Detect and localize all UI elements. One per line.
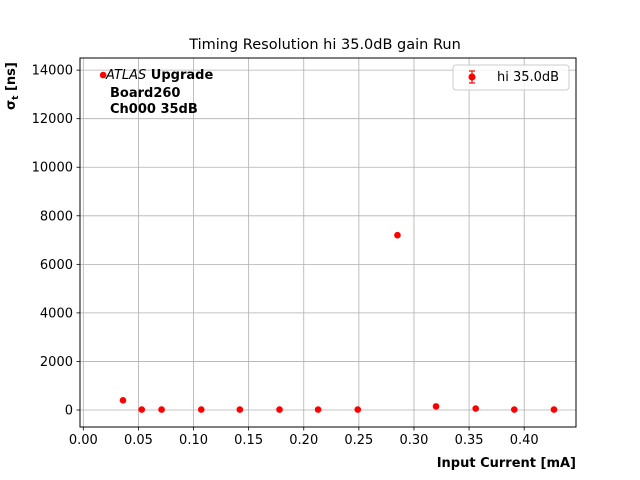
x-tick-label: 0.35: [455, 433, 484, 448]
y-tick-label: 2000: [40, 355, 73, 370]
y-axis-label-main: σ: [4, 100, 19, 110]
data-point: [550, 406, 558, 413]
legend: hi 35.0dB: [452, 64, 570, 91]
y-tick-label: 6000: [40, 258, 73, 273]
chart-title: Timing Resolution hi 35.0dB gain Run: [188, 37, 461, 53]
data-point: [138, 406, 146, 413]
data-point: [236, 406, 244, 413]
grid-lines: [80, 58, 576, 427]
data-point: [510, 406, 518, 413]
x-tick-label: 0.00: [69, 433, 98, 448]
y-axis-ticks: 0 2000 4000 6000 8000 10000 12000 14000: [32, 64, 80, 419]
y-axis-label-unit: [ns]: [4, 62, 19, 95]
data-point: [158, 406, 165, 413]
data-point: [99, 71, 107, 79]
x-axis-ticks: 0.00 0.05 0.10 0.15 0.20 0.25 0.30 0.35 0.40: [69, 427, 539, 448]
x-tick-label: 0.15: [234, 433, 263, 448]
plot-frame: [79, 57, 577, 428]
data-point: [472, 405, 479, 412]
y-tick-label: 12000: [32, 112, 73, 127]
annotation: ATLAS Upgrade Board260 Ch000 35dB: [105, 68, 213, 117]
y-tick-label: 0: [65, 404, 73, 419]
legend-label: hi 35.0dB: [497, 70, 559, 85]
data-point: [119, 396, 127, 404]
x-tick-label: 0.10: [179, 433, 208, 448]
x-tick-label: 0.20: [289, 433, 318, 448]
x-tick-label: 0.40: [510, 433, 539, 448]
legend-box: [452, 64, 570, 91]
annotation-line2: Board260: [110, 86, 180, 101]
annotation-line3: Ch000 35dB: [110, 102, 198, 117]
x-tick-label: 0.25: [344, 433, 373, 448]
data-points: [99, 71, 558, 413]
annotation-line1: ATLAS Upgrade: [105, 68, 213, 83]
y-tick-label: 14000: [32, 64, 73, 79]
x-axis-label: Input Current [mA]: [437, 456, 576, 471]
annotation-atlas: ATLAS: [105, 68, 146, 83]
data-point: [432, 403, 440, 410]
y-tick-label: 10000: [32, 161, 73, 176]
data-point: [276, 406, 283, 413]
x-tick-label: 0.05: [124, 433, 153, 448]
y-tick-label: 4000: [40, 306, 73, 321]
data-point: [314, 406, 322, 413]
annotation-upgrade: Upgrade: [146, 68, 213, 83]
y-axis-label-sub: t: [11, 95, 21, 100]
y-axis-label: σt [ns]: [4, 62, 21, 110]
data-point: [354, 406, 362, 413]
data-point: [394, 231, 401, 239]
x-tick-label: 0.30: [399, 433, 428, 448]
y-tick-label: 8000: [40, 209, 73, 224]
legend-marker: [468, 73, 476, 81]
data-point: [197, 406, 205, 413]
